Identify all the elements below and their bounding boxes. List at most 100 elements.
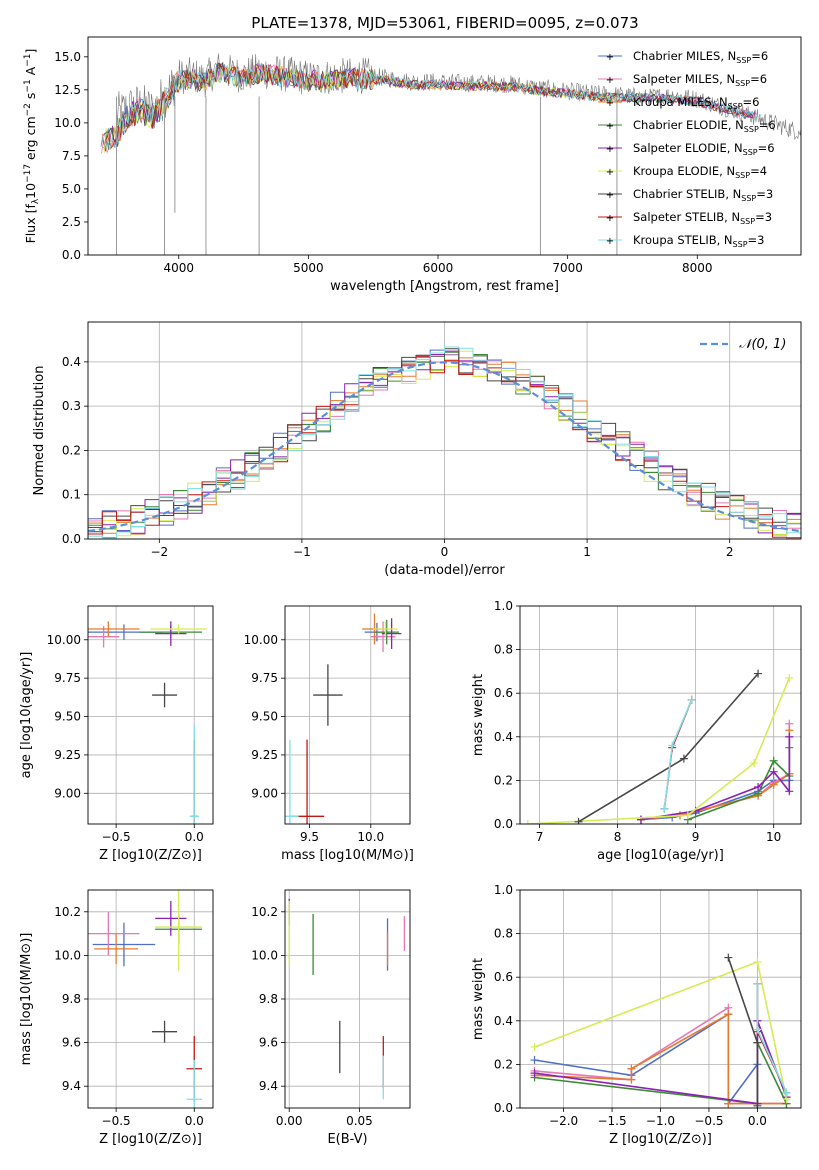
x-tick-label: 8: [614, 830, 622, 844]
histogram-salpeter-stelib: [88, 355, 801, 539]
y-tick-label: 0.4: [494, 730, 513, 744]
weight-point-5: [753, 957, 762, 966]
legend-marker: +: [606, 52, 614, 63]
y-tick-label: 10.00: [47, 633, 81, 647]
x-tick-label: −2.0: [549, 1114, 578, 1128]
x-tick-label: 2: [726, 545, 734, 559]
y-tick-label: 0.2: [494, 773, 513, 787]
y-tick-label: 9.00: [251, 786, 278, 800]
y-axis-label: age [log10(age/yr)]: [19, 652, 34, 779]
y-tick-label: 9.75: [54, 671, 81, 685]
x-tick-label: 0: [441, 545, 449, 559]
y-tick-label: 10.2: [251, 905, 278, 919]
weight-point-8: [660, 804, 669, 813]
weight-point-3: [769, 756, 778, 765]
legend-label: Chabrier ELODIE, NSSP=6: [633, 118, 776, 134]
x-tick-label: 4000: [163, 261, 194, 275]
x-tick-label: 9: [692, 830, 700, 844]
histogram-kroupa-stelib: [88, 346, 801, 539]
x-axis-label: Z [log10(Z/Z⊙)]: [609, 1132, 712, 1147]
y-tick-label: 0.1: [62, 488, 81, 502]
mass-vs-Z-plot-area: [88, 890, 203, 1108]
weight-point-2: [627, 1064, 636, 1073]
x-tick-label: 6000: [423, 261, 454, 275]
mass-vs-Z-axes: −0.5 0.0 9.4 9.6 9.8 10.0 10.2 Z [log10(Z/Z⊙)] m…: [19, 889, 214, 1147]
age-vs-mass-axes: 9.5 10.0 9.00 9.25 9.50 9.75 10.00 mass [log10(…: [244, 605, 414, 863]
weight-vs-Z-axes: −2.0 −1.5 −1.0 −0.5 0.0 0.0 0.2 0.4 0.6 0.8 1.0 Z […: [471, 883, 802, 1147]
legend-marker: +: [606, 213, 614, 224]
weight-line-5: [527, 677, 791, 824]
x-tick-label: −0.5: [102, 1114, 131, 1128]
y-tick-label: 9.25: [54, 748, 81, 762]
legend-label: 𝒩(0, 1): [739, 337, 786, 352]
y-tick-label: 10.0: [54, 948, 81, 962]
x-tick-label: −0.5: [102, 830, 131, 844]
y-tick-label: 9.8: [62, 992, 81, 1006]
x-axis-label: wavelength [Angstrom, rest frame]: [330, 279, 559, 294]
axes-frame: [519, 889, 802, 1109]
weight-point-8: [687, 695, 696, 704]
y-tick-label: 5.0: [62, 182, 81, 196]
weight-point-6: [724, 953, 733, 962]
weight-point-8: [753, 1025, 762, 1034]
figure-title: PLATE=1378, MJD=53061, FIBERID=0095, z=0…: [251, 14, 638, 32]
y-tick-label: 0.4: [62, 355, 81, 369]
axes-frame: [87, 889, 214, 1109]
y-tick-label: 0.4: [494, 1014, 513, 1028]
residuals-axes: −2 −1 0 1 2 0.0 0.1 0.2 0.3 0.4 (data-model)/error…: [32, 321, 802, 578]
weight-point-4: [636, 815, 645, 824]
y-tick-label: 9.50: [251, 710, 278, 724]
y-tick-label: 0.6: [494, 686, 513, 700]
x-axis-label: Z [log10(Z/Z⊙)]: [99, 848, 202, 863]
mass-vs-EBV-plot-area: [288, 898, 406, 1100]
weight-point-6: [753, 1101, 762, 1108]
y-tick-label: 10.0: [251, 948, 278, 962]
weight-point-5: [523, 820, 532, 824]
y-axis-label: mass weight: [471, 674, 486, 756]
weight-point-5: [750, 758, 759, 767]
y-axis-label: mass weight: [471, 958, 486, 1040]
legend-marker: +: [606, 98, 614, 109]
weight-point-5: [530, 1042, 539, 1051]
y-tick-label: 9.00: [54, 786, 81, 800]
spectrum-model-salpeter-stelib: [105, 61, 756, 149]
weight-vs-Z-plot-area: [530, 953, 791, 1108]
y-tick-label: 0.2: [494, 1057, 513, 1071]
y-tick-label: 1.0: [494, 599, 513, 613]
x-axis-label: (data-model)/error: [384, 563, 505, 578]
spectrum-model-chabrier-stelib: [104, 61, 755, 147]
legend-label: Chabrier MILES, NSSP=6: [633, 49, 768, 65]
x-tick-label: 0.00: [276, 1114, 303, 1128]
y-tick-label: 0.8: [494, 927, 513, 941]
x-tick-label: −1.0: [646, 1114, 675, 1128]
axes-frame: [519, 605, 802, 825]
weight-point-4: [785, 732, 794, 741]
spectrum-axes: 4000 5000 6000 7000 8000 0.0 2.5 5.0 7.5 10.0 12.5…: [54, 36, 802, 294]
y-tick-label: 9.6: [259, 1036, 278, 1050]
mass-vs-EBV-axes: 0.00 0.05 9.4 9.6 9.8 10.0 10.2 E(B-V): [251, 889, 411, 1147]
x-tick-label: 8000: [682, 261, 713, 275]
axes-frame: [284, 889, 411, 1109]
age-vs-mass-plot-area: [285, 613, 402, 824]
weight-line-4: [640, 736, 791, 821]
x-tick-label: 0.05: [346, 1114, 373, 1128]
x-axis-label: age [log10(age/yr)]: [597, 848, 724, 863]
legend-marker: +: [606, 75, 614, 86]
weight-point-4: [530, 1069, 539, 1078]
y-tick-label: 0.3: [62, 399, 81, 413]
y-tick-label: 9.6: [62, 1036, 81, 1050]
weight-vs-age-plot-area: [523, 669, 794, 824]
x-tick-label: −1.5: [597, 1114, 626, 1128]
weight-point-5: [785, 673, 794, 682]
legend-label: Kroupa MILES, NSSP=6: [633, 95, 759, 111]
weight-point-4: [769, 767, 778, 776]
y-tick-label: 0.6: [494, 970, 513, 984]
x-tick-label: 7000: [552, 261, 583, 275]
y-tick-label: 0.2: [62, 443, 81, 457]
spectrum-model-kroupa-stelib: [105, 65, 762, 150]
weight-point-2: [769, 780, 778, 789]
legend-marker: +: [606, 121, 614, 132]
x-tick-label: −0.5: [694, 1114, 723, 1128]
weight-point-0: [530, 1056, 539, 1065]
